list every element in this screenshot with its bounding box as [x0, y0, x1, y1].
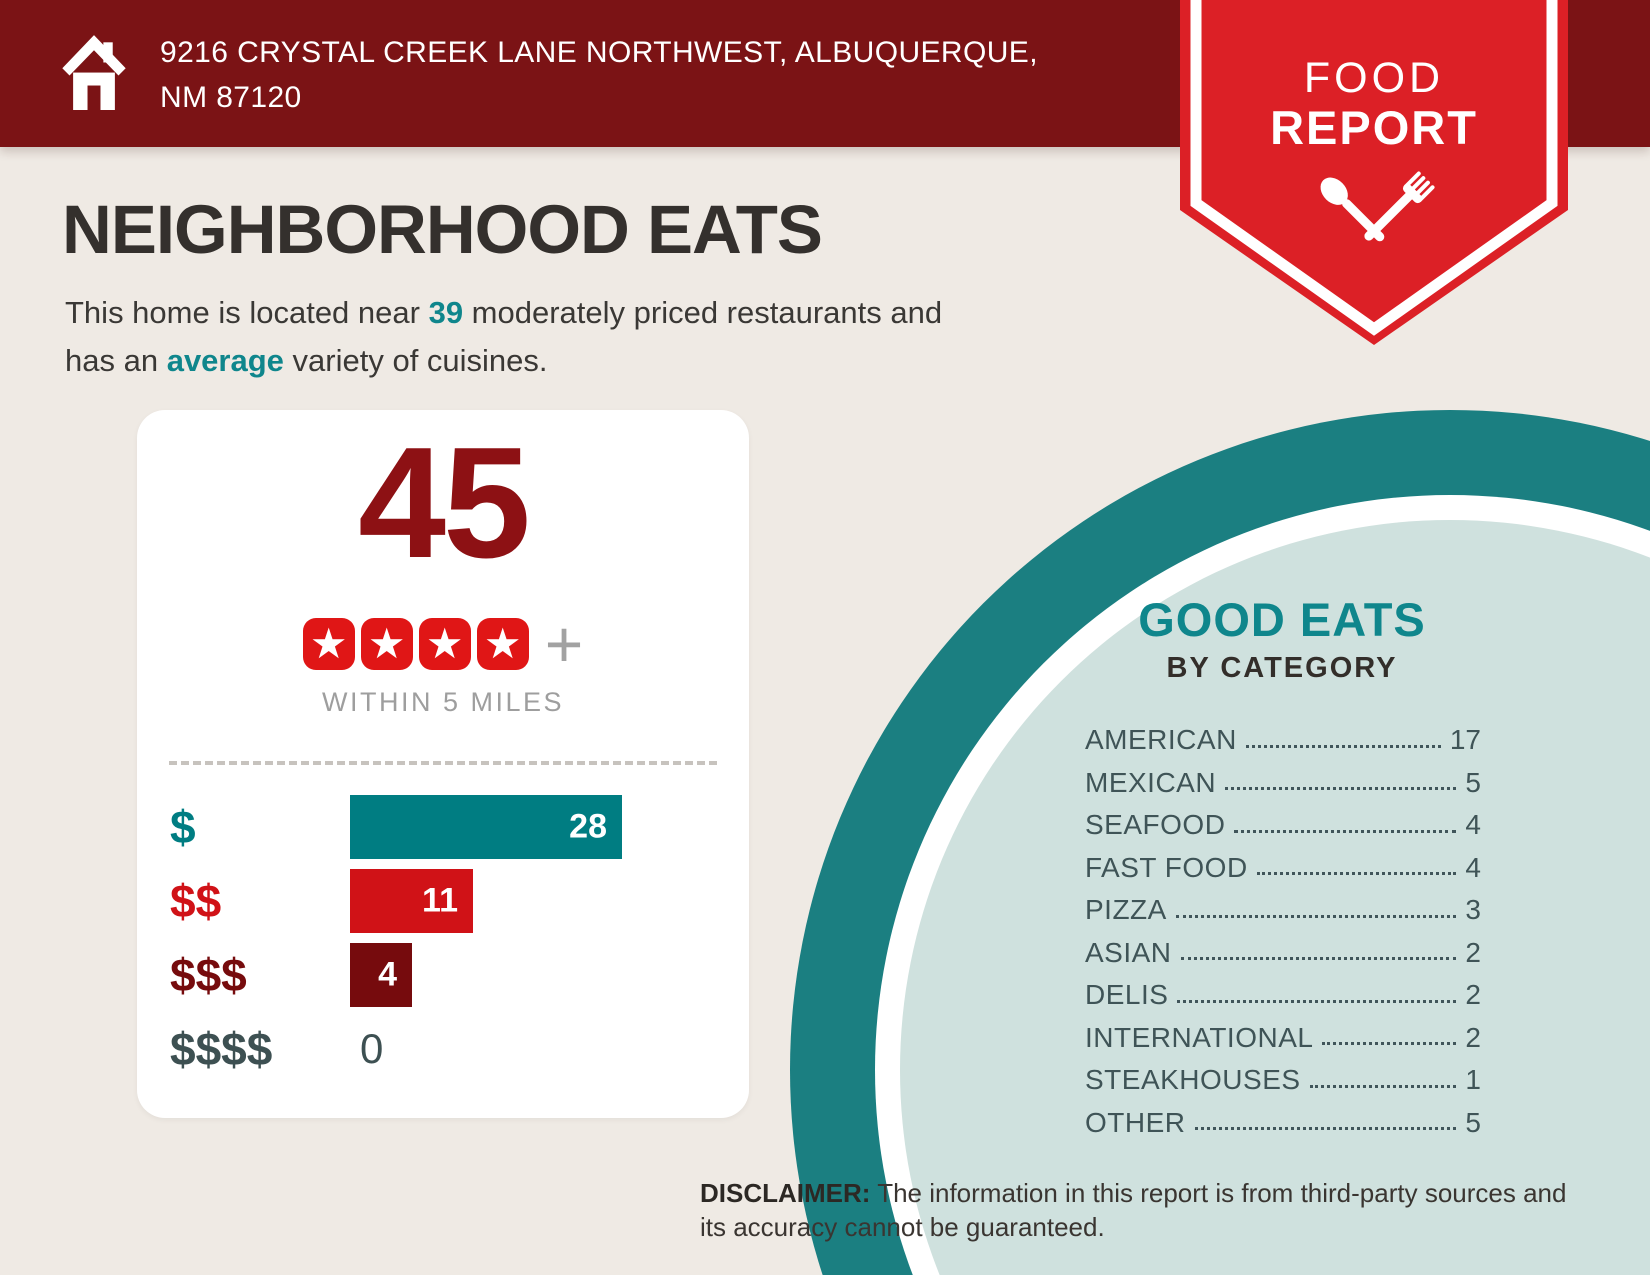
disclaimer-label: DISCLAIMER:: [700, 1178, 871, 1208]
category-value: 2: [1465, 979, 1481, 1011]
dotted-leader: [1175, 914, 1457, 918]
category-row: PIZZA 3: [1085, 889, 1481, 932]
category-value: 4: [1465, 809, 1481, 841]
star-rating: ★ ★ ★ ★ +: [137, 607, 749, 681]
dotted-leader: [1309, 1084, 1457, 1088]
tier-label: $: [170, 801, 196, 853]
price-tier-row: $$$$ 0: [137, 1017, 749, 1081]
star-icon: ★: [418, 618, 471, 670]
dotted-leader: [1234, 829, 1457, 833]
dotted-leader: [1245, 744, 1441, 748]
home-icon: [62, 35, 126, 110]
price-tier-row: $ 28: [137, 795, 749, 859]
category-label: PIZZA: [1085, 894, 1167, 926]
tier-label: $$: [170, 875, 222, 927]
subtitle-text: moderately priced restaurants and: [463, 295, 943, 330]
star-icon: ★: [360, 618, 413, 670]
good-eats-heading: GOOD EATS BY CATEGORY: [1072, 592, 1492, 685]
category-row: MEXICAN 5: [1085, 762, 1481, 805]
tier-bar: 28: [350, 795, 622, 859]
category-row: OTHER 5: [1085, 1102, 1481, 1145]
radius-caption: WITHIN 5 MILES: [321, 687, 565, 717]
ribbon-title-food: FOOD: [1303, 54, 1445, 102]
good-eats-title: GOOD EATS: [1138, 593, 1426, 646]
dotted-leader: [1180, 957, 1457, 961]
disclaimer-text: The information in this report is from t…: [700, 1178, 1567, 1242]
category-label: OTHER: [1085, 1106, 1186, 1138]
page-title: NEIGHBORHOOD EATS: [62, 191, 823, 268]
star-icon: ★: [302, 618, 355, 670]
crossed-spoon-fork-icon: [1320, 171, 1435, 242]
restaurant-count: 45: [358, 415, 531, 591]
category-value: 2: [1465, 1021, 1481, 1053]
subtitle-text: This home is located near: [65, 295, 429, 330]
dotted-leader: [1194, 1127, 1457, 1131]
category-row: INTERNATIONAL 2: [1085, 1017, 1481, 1060]
address-line-1: 9216 CRYSTAL CREEK LANE NORTHWEST, ALBUQ…: [160, 36, 1038, 69]
food-report-ribbon: FOOD REPORT: [1180, 0, 1568, 348]
ribbon-title-report: REPORT: [1270, 101, 1478, 154]
category-label: INTERNATIONAL: [1085, 1021, 1314, 1053]
restaurant-summary-card: 45 ★ ★ ★ ★ + WITHIN 5 MILES $ 28 $$: [137, 410, 749, 1118]
plus-icon: +: [544, 607, 584, 681]
category-list: AMERICAN 17 MEXICAN 5 SEAFOOD 4 FAST FOOD 4 …: [1085, 719, 1481, 1144]
ribbon-shape: [1180, 0, 1568, 345]
category-row: DELIS 2: [1085, 974, 1481, 1017]
tier-value: 0: [360, 1025, 384, 1072]
subtitle-text: variety of cuisines.: [283, 343, 548, 378]
dotted-leader: [1225, 787, 1457, 791]
price-tier-row: $$ 11: [137, 869, 749, 933]
tier-label: $$$: [170, 949, 247, 1001]
restaurant-count-highlight: 39: [428, 295, 464, 330]
category-value: 5: [1465, 766, 1481, 798]
category-row: ASIAN 2: [1085, 932, 1481, 975]
category-label: DELIS: [1085, 979, 1169, 1011]
category-row: AMERICAN 17: [1085, 719, 1481, 762]
category-value: 4: [1465, 851, 1481, 883]
category-value: 17: [1449, 724, 1481, 756]
category-value: 2: [1465, 936, 1481, 968]
category-row: STEAKHOUSES 1: [1085, 1059, 1481, 1102]
dotted-leader: [1322, 1042, 1457, 1046]
tier-value: 11: [422, 881, 458, 920]
tier-label: $$$$: [170, 1023, 273, 1075]
star-icon: ★: [476, 618, 529, 670]
good-eats-subtitle: BY CATEGORY: [1166, 652, 1398, 684]
category-label: STEAKHOUSES: [1085, 1064, 1301, 1096]
category-row: SEAFOOD 4: [1085, 804, 1481, 847]
tier-value: 28: [569, 807, 607, 846]
category-value: 5: [1465, 1106, 1481, 1138]
variety-highlight: average: [166, 343, 284, 378]
dashed-divider: [169, 761, 717, 765]
dotted-leader: [1177, 999, 1457, 1003]
price-tier-chart: $ 28 $$ 11 $$$ 4: [137, 795, 749, 1081]
tier-value: 4: [378, 955, 397, 994]
category-value: 1: [1465, 1064, 1481, 1096]
category-label: ASIAN: [1085, 936, 1172, 968]
disclaimer: DISCLAIMER: The information in this repo…: [700, 1176, 1580, 1244]
category-row: FAST FOOD 4: [1085, 847, 1481, 890]
dotted-leader: [1256, 872, 1457, 876]
subtitle-text: has an: [65, 343, 167, 378]
category-label: MEXICAN: [1085, 766, 1217, 798]
tier-bar: 11: [350, 869, 473, 933]
page-subtitle: This home is located near 39 moderately …: [65, 289, 942, 385]
category-label: FAST FOOD: [1085, 851, 1248, 883]
tier-bar: 4: [350, 943, 412, 1007]
category-value: 3: [1465, 894, 1481, 926]
address-line-2: NM 87120: [160, 81, 302, 114]
price-tier-row: $$$ 4: [137, 943, 749, 1007]
property-address: 9216 CRYSTAL CREEK LANE NORTHWEST, ALBUQ…: [160, 30, 1038, 120]
category-label: AMERICAN: [1085, 724, 1237, 756]
category-label: SEAFOOD: [1085, 809, 1226, 841]
